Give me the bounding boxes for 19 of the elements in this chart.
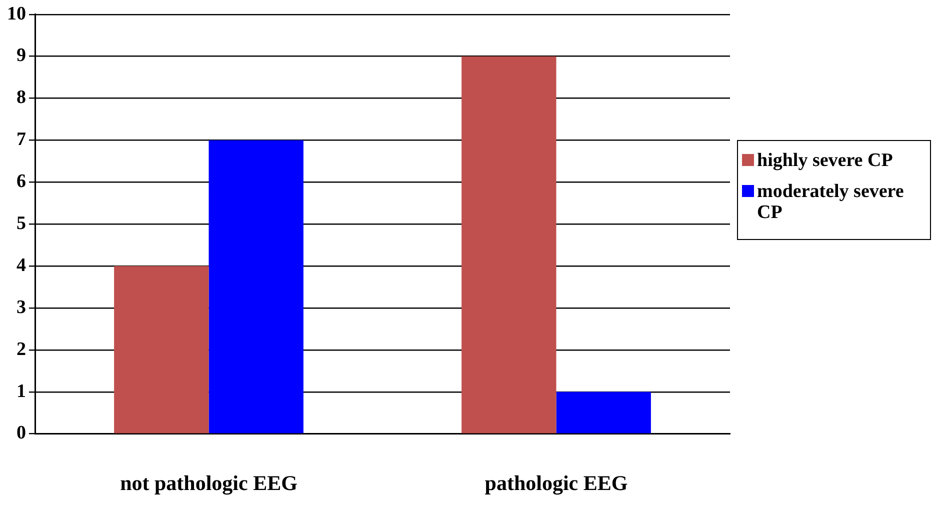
y-tick-label: 4 xyxy=(16,254,26,276)
y-tick-label: 7 xyxy=(16,129,26,150)
y-tick-label: 8 xyxy=(16,87,26,108)
bar xyxy=(462,56,556,434)
x-tick-label: not pathologic EEG xyxy=(120,470,298,495)
legend-label: moderately severe CP xyxy=(757,181,905,223)
x-tick-label: pathologic EEG xyxy=(484,470,628,495)
y-tick-label: 10 xyxy=(7,3,26,24)
y-tick-label: 6 xyxy=(16,171,26,192)
y-tick-label: 0 xyxy=(16,422,26,444)
legend-label: highly severe CP xyxy=(757,150,893,171)
y-tick-label: 3 xyxy=(16,296,26,318)
y-tick-label: 1 xyxy=(16,380,26,402)
bar xyxy=(208,140,304,434)
y-tick-label: 2 xyxy=(16,338,26,360)
y-tick-label: 5 xyxy=(16,213,26,234)
bar xyxy=(114,266,209,434)
y-tick-label: 9 xyxy=(16,45,26,66)
bar xyxy=(556,392,651,434)
